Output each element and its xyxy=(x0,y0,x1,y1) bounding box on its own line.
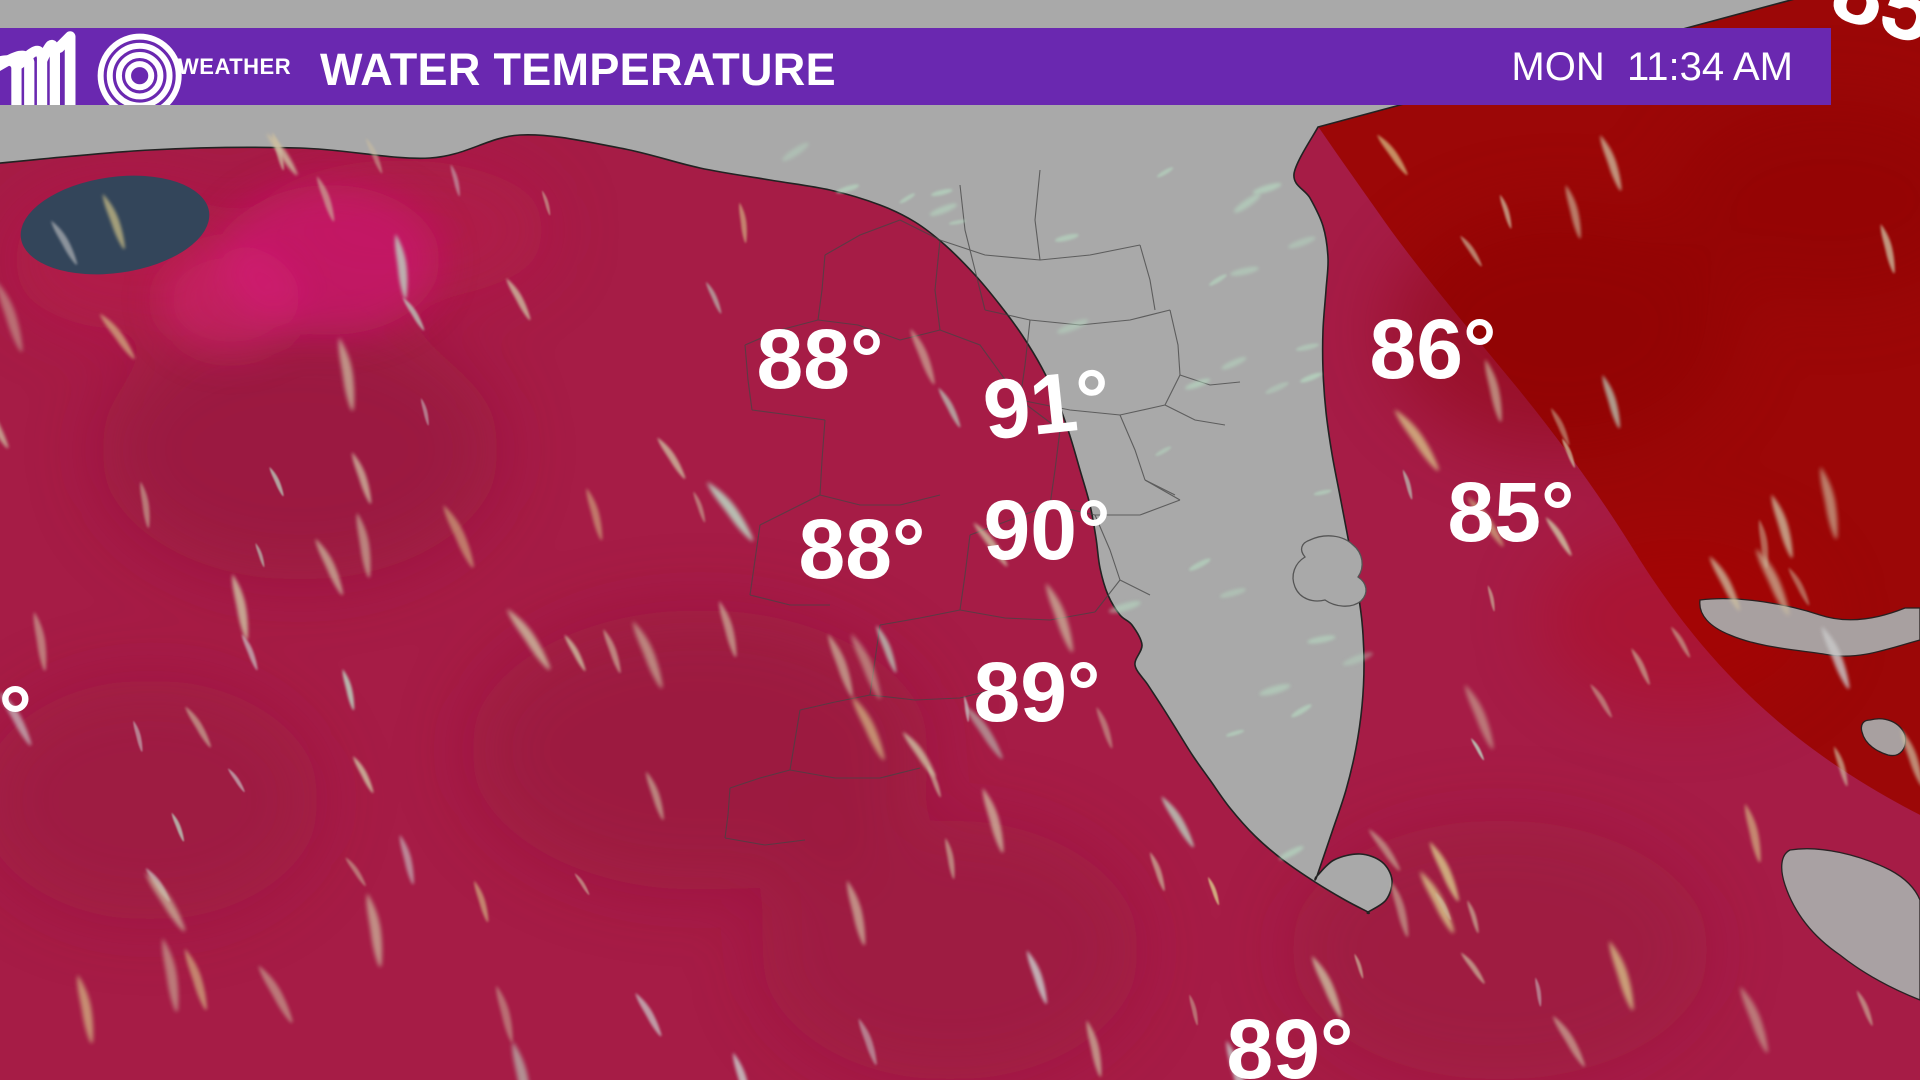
svg-text:WEATHER: WEATHER xyxy=(178,54,291,79)
svg-text:88°: 88° xyxy=(756,312,883,406)
svg-text:86°: 86° xyxy=(1369,302,1496,396)
svg-text:88°: 88° xyxy=(798,502,925,596)
svg-text:89°: 89° xyxy=(1226,1002,1353,1080)
svg-text:89°: 89° xyxy=(973,645,1100,739)
svg-text:3°: 3° xyxy=(0,669,32,763)
svg-text:90°: 90° xyxy=(983,483,1110,577)
svg-text:91°: 91° xyxy=(979,351,1115,458)
svg-text:85°: 85° xyxy=(1447,465,1574,559)
